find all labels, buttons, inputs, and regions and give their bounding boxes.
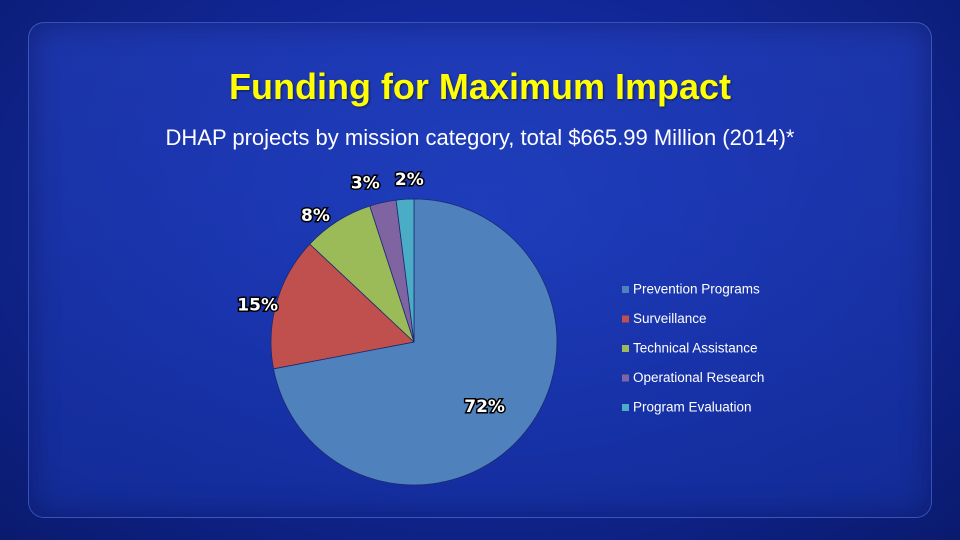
legend-label-program-evaluation: Program Evaluation <box>633 400 752 415</box>
legend-item-program-evaluation: Program Evaluation <box>622 400 752 415</box>
legend-swatch-technical-assistance <box>622 345 629 352</box>
legend-swatch-surveillance <box>622 315 629 323</box>
legend-label-surveillance: Surveillance <box>633 311 707 326</box>
pie-percent-labels: 72% 15% 8% 3% 2% <box>236 168 507 418</box>
chart-legend: Prevention Programs Surveillance Technical… <box>622 282 764 415</box>
pct-label-operational-research: 3% <box>351 173 380 193</box>
legend-label-prevention-programs: Prevention Programs <box>633 282 760 297</box>
legend-label-operational-research: Operational Research <box>633 370 764 385</box>
slide-title: Funding for Maximum Impact <box>228 66 731 107</box>
pct-label-program-evaluation: 2% <box>395 170 424 190</box>
legend-item-surveillance: Surveillance <box>622 311 707 326</box>
pct-label-surveillance: 15% <box>237 295 278 315</box>
pct-label-technical-assistance: 8% <box>301 206 330 226</box>
legend-swatch-program-evaluation <box>622 404 629 411</box>
legend-swatch-operational-research <box>622 374 629 382</box>
pie-slice-surveillance <box>270 243 415 370</box>
pie-slice-prevention-programs <box>273 198 558 486</box>
pie-slices <box>270 198 558 486</box>
slide-subtitle: DHAP projects by mission category, total… <box>165 125 795 150</box>
legend-item-prevention-programs: Prevention Programs <box>622 282 760 297</box>
pie-slice-program-evaluation <box>395 198 415 343</box>
pct-label-prevention-programs: 72% <box>464 397 505 417</box>
legend-label-technical-assistance: Technical Assistance <box>633 341 758 356</box>
legend-item-technical-assistance: Technical Assistance <box>622 341 758 356</box>
legend-item-operational-research: Operational Research <box>622 370 764 385</box>
legend-swatch-prevention-programs <box>622 286 629 293</box>
